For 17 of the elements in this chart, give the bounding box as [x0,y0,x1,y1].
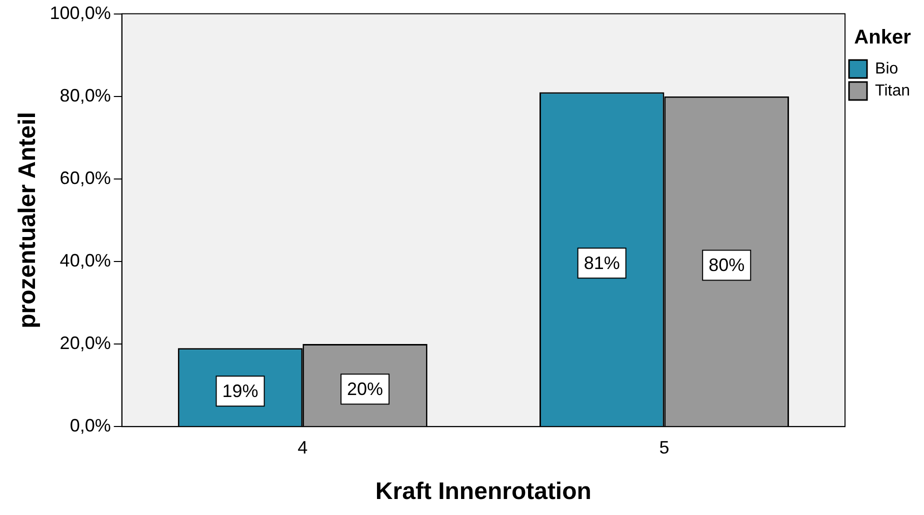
x-axis-title: Kraft Innenrotation [375,478,592,506]
x-tick-label: 4 [298,437,308,458]
y-tick-label: 60,0% [60,168,111,188]
x-tick-label: 5 [659,437,670,458]
legend-label: Titan [875,82,910,100]
y-tick-label: 100,0% [50,2,111,23]
legend-label: Bio [875,60,898,78]
y-tick-label: 40,0% [60,250,111,270]
y-axis-title: prozentualer Anteil [14,112,42,328]
y-tick-label: 20,0% [60,333,111,354]
data-label: 80% [708,255,745,276]
y-tick-label: 0,0% [70,416,111,436]
legend-title: Anker [854,26,912,49]
data-label: 19% [222,381,258,402]
y-tick-label: 80,0% [60,85,111,106]
data-label: 81% [584,253,620,274]
data-label: 20% [347,379,384,400]
